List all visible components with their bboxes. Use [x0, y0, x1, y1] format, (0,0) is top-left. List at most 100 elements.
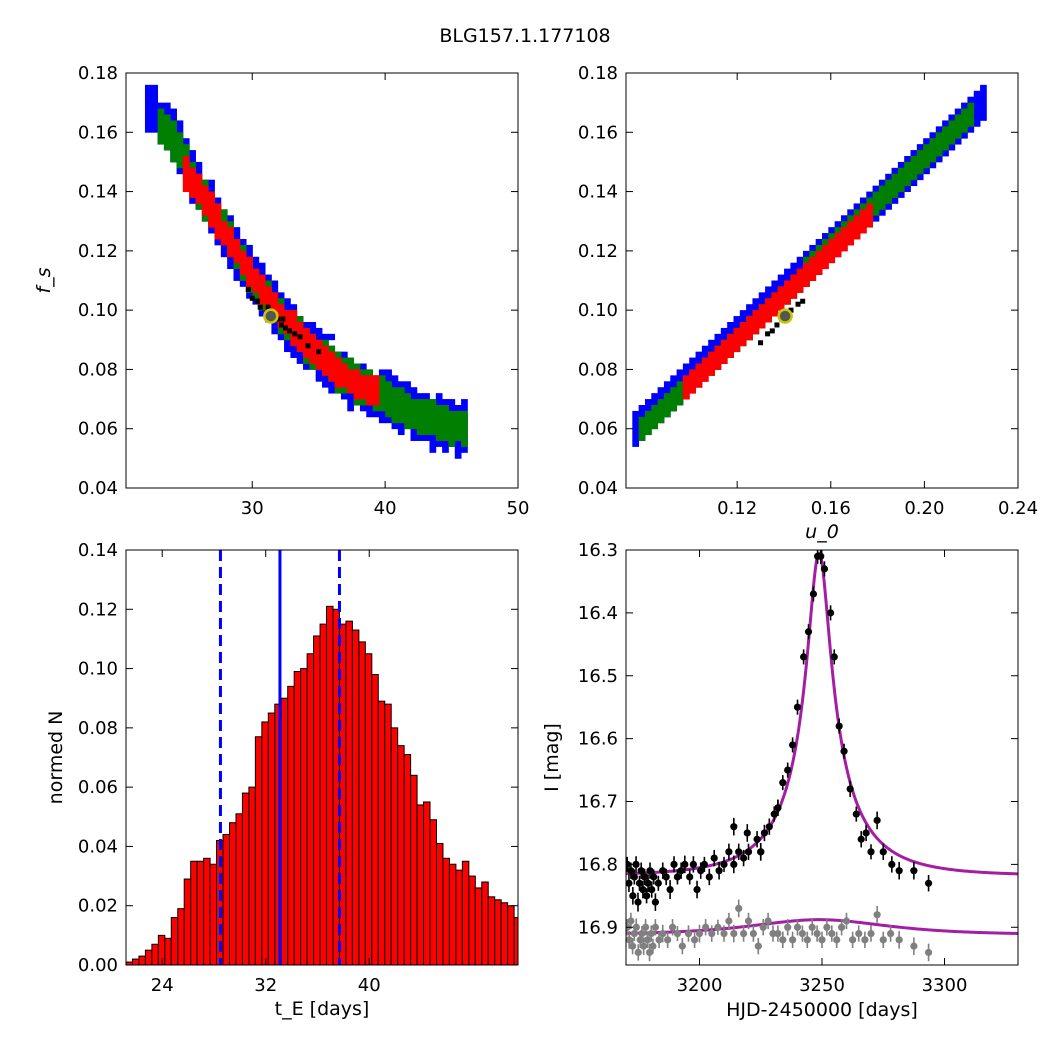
data-point — [759, 923, 767, 931]
heatmap-cell — [847, 233, 855, 240]
heatmap-cell — [657, 387, 665, 394]
heatmap-cell — [790, 268, 798, 275]
heatmap-cell — [315, 369, 323, 376]
heatmap-cell — [822, 239, 829, 246]
x-tick-label: 0.24 — [998, 498, 1038, 519]
heatmap-cell — [397, 387, 405, 394]
heatmap-cell — [233, 227, 241, 234]
heatmap-cell — [632, 422, 640, 430]
heatmap-cell — [347, 387, 355, 394]
heatmap-cell — [378, 405, 386, 412]
heatmap-cell — [796, 256, 804, 264]
heatmap-cell — [227, 221, 234, 228]
heatmap-cell — [961, 114, 968, 121]
heatmap-cell — [182, 138, 190, 145]
heatmap-cell — [878, 209, 886, 216]
heatmap-cell — [638, 410, 646, 418]
heatmap-cell — [942, 138, 949, 145]
histogram-bar — [377, 700, 386, 965]
heatmap-cell — [347, 357, 355, 364]
heatmap-cell — [391, 381, 399, 388]
series-obs_main — [626, 550, 933, 912]
data-point — [820, 565, 829, 573]
heatmap-cell — [391, 393, 399, 400]
heatmap-cell — [442, 399, 449, 406]
data-point — [835, 722, 843, 730]
y-tick-label: 0.08 — [578, 359, 618, 380]
histogram-bar — [144, 949, 153, 965]
best-cell — [292, 331, 298, 337]
heatmap-cell — [790, 286, 798, 293]
histogram-bar — [261, 721, 269, 965]
heatmap-cell — [163, 114, 171, 121]
heatmap-cell — [359, 375, 367, 382]
heatmap-cell — [404, 405, 411, 412]
heatmap-cell — [638, 434, 646, 441]
heatmap-cell — [714, 363, 722, 370]
heatmap-cell — [663, 381, 671, 388]
data-point — [638, 929, 646, 938]
histogram-bar — [371, 674, 379, 965]
heatmap-cell — [695, 369, 703, 376]
heatmap-cell — [416, 434, 424, 441]
data-point — [637, 867, 645, 875]
heatmap-cell — [916, 156, 924, 163]
heatmap-cell — [904, 156, 911, 163]
heatmap-cell — [170, 156, 177, 163]
x-tick-label: 50 — [507, 498, 530, 519]
heatmap-cell — [233, 268, 241, 275]
heatmap-cell — [391, 405, 399, 412]
heatmap-cell — [391, 375, 399, 382]
heatmap-cell — [429, 428, 437, 436]
lightcurve-layer — [626, 550, 1018, 962]
heatmap-cell — [246, 244, 253, 252]
data-point — [714, 923, 722, 931]
heatmap-cell — [284, 322, 291, 329]
heatmap-cell — [429, 434, 437, 441]
heatmap-cell — [347, 381, 355, 388]
heatmap-cell — [765, 310, 772, 317]
heatmap-cell — [322, 345, 329, 353]
heatmap-cell — [866, 197, 873, 204]
heatmap-cell — [170, 120, 177, 127]
heatmap-cell — [923, 150, 930, 157]
heatmap-cell — [948, 132, 956, 139]
data-point — [645, 948, 654, 957]
heatmap-cell — [195, 179, 203, 187]
heatmap-cell — [935, 126, 943, 133]
heatmap-cell — [670, 399, 677, 406]
y-tick-label: 0.18 — [578, 63, 618, 84]
heatmap-cell — [682, 387, 690, 394]
heatmap-cell — [663, 387, 671, 394]
heatmap-cell — [416, 416, 424, 424]
heatmap-cell — [151, 102, 159, 109]
heatmap-cell — [366, 387, 373, 394]
heatmap-cell — [404, 399, 411, 406]
heatmap-cell — [885, 197, 892, 204]
heatmap-cell — [448, 399, 456, 406]
heatmap-cell — [328, 357, 336, 364]
heatmap-cell — [271, 298, 279, 305]
heatmap-cell — [682, 381, 690, 388]
y-axis-label: I [mag] — [541, 723, 563, 792]
region-inner — [682, 203, 873, 400]
heatmap-cell — [752, 327, 760, 335]
heatmap-cell — [891, 185, 899, 192]
heatmap-cell — [935, 150, 943, 157]
heatmap-cell — [771, 298, 779, 305]
heatmap-cell — [910, 179, 918, 187]
heatmap-cell — [315, 351, 323, 358]
heatmap-cell — [397, 410, 405, 418]
heatmap-cell — [872, 209, 880, 216]
data-point — [664, 936, 672, 944]
heatmap-cell — [638, 428, 646, 436]
heatmap-cell — [416, 410, 424, 418]
data-point — [635, 879, 644, 887]
heatmap-cell — [378, 416, 386, 424]
heatmap-cell — [378, 369, 386, 376]
heatmap-cell — [632, 416, 640, 424]
heatmap-cell — [366, 375, 373, 382]
heatmap-cell — [790, 262, 798, 270]
heatmap-cell — [353, 399, 361, 406]
heatmap-cell — [663, 399, 671, 406]
